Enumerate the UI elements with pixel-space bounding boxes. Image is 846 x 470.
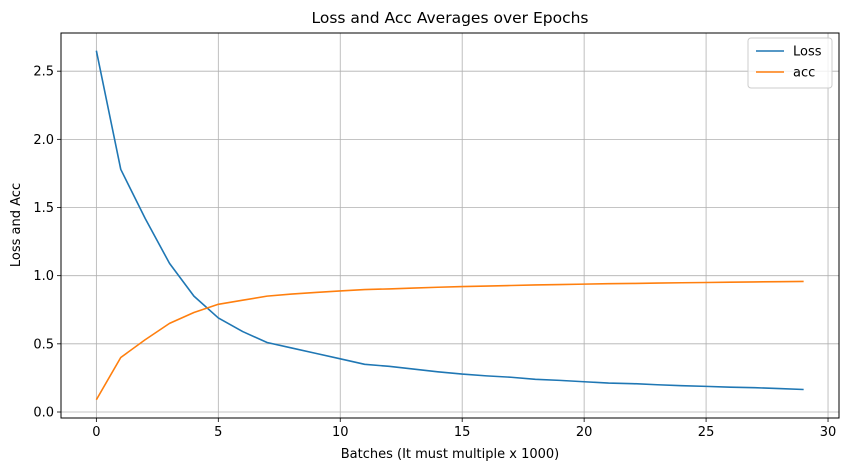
x-tick-label: 30 xyxy=(820,425,837,440)
series-line-acc xyxy=(95,280,804,401)
y-tick-label: 1.0 xyxy=(33,269,54,284)
x-tick-label: 25 xyxy=(698,425,715,440)
y-tick-label: 1.5 xyxy=(33,201,54,216)
axis-ticks: 0 5 10 15 20 25 30 0.0 0.5 1.0 1.5 2.0 2.5 xyxy=(33,65,836,440)
y-axis-label: Loss and Acc xyxy=(9,183,24,267)
legend-label: acc xyxy=(793,66,815,81)
x-tick-label: 5 xyxy=(214,425,222,440)
y-tick-label: 0.0 xyxy=(33,406,54,421)
x-tick-label: 20 xyxy=(576,425,593,440)
plot-frame xyxy=(60,32,840,419)
x-tick-label: 10 xyxy=(332,425,349,440)
x-tick-label: 15 xyxy=(454,425,471,440)
x-tick-label: 0 xyxy=(92,425,100,440)
legend: Loss acc xyxy=(747,37,833,89)
series-group xyxy=(95,50,804,401)
chart-title: Loss and Acc Averages over Epochs xyxy=(312,9,589,27)
grid-lines xyxy=(61,33,839,418)
x-axis-label: Batches (It must multiple x 1000) xyxy=(341,447,560,462)
y-tick-label: 2.5 xyxy=(33,65,54,80)
y-tick-label: 2.0 xyxy=(33,133,54,148)
plot-background xyxy=(61,33,839,418)
y-tick-label: 0.5 xyxy=(33,337,54,352)
series-line-loss xyxy=(95,50,804,391)
legend-label: Loss xyxy=(793,45,822,60)
